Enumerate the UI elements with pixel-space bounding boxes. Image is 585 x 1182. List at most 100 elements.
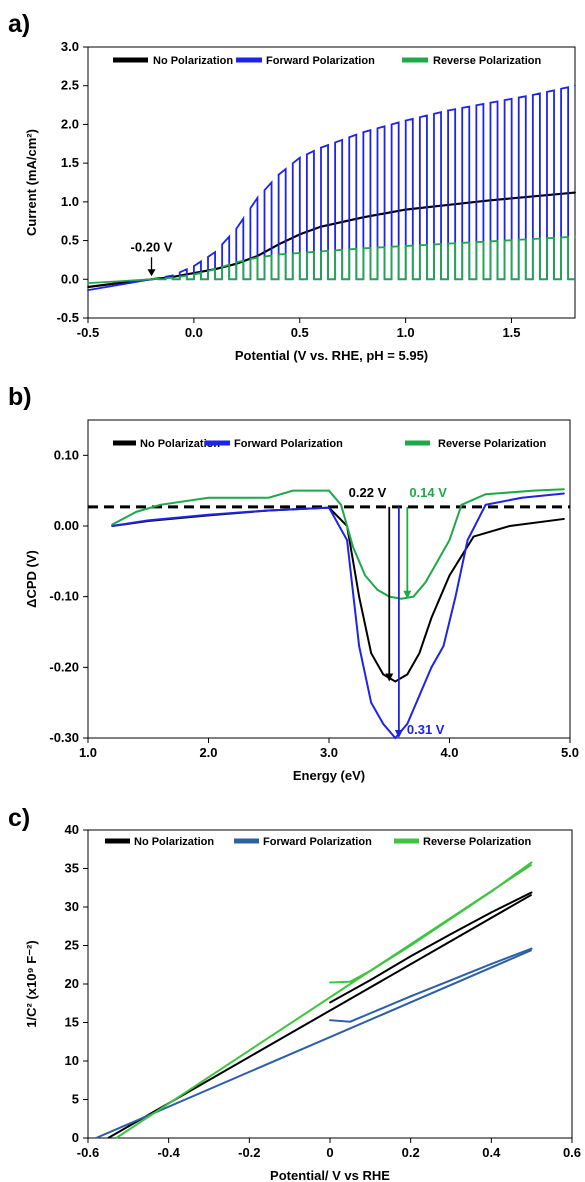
panel-label: c) bbox=[8, 804, 30, 832]
x-tick-label: 4.0 bbox=[440, 745, 458, 760]
series-line bbox=[87, 86, 575, 292]
data-point bbox=[159, 503, 162, 506]
x-axis-label: Potential (V vs. RHE, pH = 5.95) bbox=[235, 348, 428, 363]
data-point bbox=[448, 539, 451, 542]
data-point bbox=[256, 256, 259, 259]
data-point bbox=[207, 513, 210, 516]
x-tick-label: 0.2 bbox=[402, 1145, 420, 1160]
y-tick-label: 0 bbox=[72, 1130, 79, 1145]
data-point bbox=[87, 282, 89, 285]
series-line bbox=[111, 506, 565, 683]
data-point bbox=[362, 247, 365, 250]
y-tick-label: 10 bbox=[65, 1053, 79, 1068]
data-point bbox=[563, 488, 565, 491]
data-point bbox=[87, 289, 89, 292]
x-tick-label: 0.0 bbox=[185, 325, 203, 340]
data-point bbox=[370, 652, 373, 655]
y-tick-label: 15 bbox=[65, 1015, 79, 1030]
y-tick-label: -0.20 bbox=[49, 659, 79, 674]
y-axis-label: Current (mA/cm²) bbox=[24, 129, 39, 236]
data-point bbox=[406, 673, 409, 676]
data-point bbox=[460, 503, 463, 506]
data-point bbox=[358, 595, 361, 598]
y-tick-label: 2.5 bbox=[61, 78, 79, 93]
annotation-label: -0.20 V bbox=[131, 239, 173, 254]
y-tick-label: 1.5 bbox=[61, 155, 79, 170]
data-point bbox=[466, 539, 469, 542]
annotation-arrowhead bbox=[147, 269, 156, 277]
data-point bbox=[489, 101, 492, 104]
data-point bbox=[450, 917, 452, 920]
y-tick-label: 0.10 bbox=[54, 447, 79, 462]
y-tick-label: 20 bbox=[65, 976, 79, 991]
y-tick-label: 1.0 bbox=[61, 194, 79, 209]
data-point bbox=[563, 518, 565, 520]
y-tick-label: 0.0 bbox=[61, 271, 79, 286]
data-point bbox=[192, 265, 195, 268]
data-point bbox=[346, 539, 348, 542]
data-point bbox=[430, 616, 433, 619]
data-point bbox=[382, 722, 385, 725]
plot-frame bbox=[87, 829, 573, 1139]
data-point bbox=[111, 523, 113, 526]
data-point bbox=[394, 737, 397, 739]
data-point bbox=[362, 131, 365, 134]
y-tick-label: 35 bbox=[65, 861, 79, 876]
data-point bbox=[412, 595, 415, 598]
legend-entry: No Polarization bbox=[153, 55, 233, 67]
data-point bbox=[329, 1019, 331, 1022]
data-point bbox=[256, 197, 259, 199]
data-point bbox=[508, 525, 511, 527]
data-point bbox=[329, 1001, 331, 1004]
data-point bbox=[376, 588, 379, 591]
data-point bbox=[424, 581, 427, 584]
data-point bbox=[369, 1012, 372, 1015]
data-point bbox=[370, 701, 373, 704]
data-point bbox=[277, 173, 280, 176]
data-point bbox=[472, 535, 475, 538]
annotation-arrowhead bbox=[385, 673, 394, 682]
data-point bbox=[87, 286, 89, 288]
y-tick-label: 0.5 bbox=[61, 233, 79, 248]
data-point bbox=[111, 525, 113, 527]
x-tick-label: 1.0 bbox=[79, 745, 97, 760]
data-point bbox=[235, 261, 238, 264]
data-point bbox=[267, 509, 270, 512]
annotation-label: 0.31 V bbox=[407, 722, 445, 737]
data-point bbox=[349, 1020, 352, 1023]
data-point bbox=[129, 282, 132, 285]
data-point bbox=[214, 268, 216, 271]
data-point bbox=[298, 156, 301, 159]
x-tick-label: -0.2 bbox=[238, 1145, 260, 1160]
legend-entry: No Polarization bbox=[140, 438, 220, 450]
panel-2: c) -0.6 -0.4 -0.2 0 0.2 0.4 0.6 0 5 10 15 20 25 30 35 40… bbox=[8, 804, 581, 1182]
data-point bbox=[448, 574, 451, 577]
data-point bbox=[484, 503, 487, 506]
data-point bbox=[574, 235, 576, 238]
plot-frame bbox=[87, 419, 571, 739]
data-point bbox=[404, 119, 407, 122]
panel-0: a) -0.5 0.0 0.5 1.0 1.5 -0.5 0.0 0.5 1.0 1.5 2.0 2.5… bbox=[8, 10, 576, 363]
series-line bbox=[87, 236, 575, 285]
data-point bbox=[369, 970, 372, 972]
data-point bbox=[436, 560, 439, 563]
x-tick-label: 1.0 bbox=[397, 325, 415, 340]
data-point bbox=[574, 191, 576, 194]
x-tick-label: 5.0 bbox=[561, 745, 579, 760]
legend-entry: Forward Polarization bbox=[263, 836, 372, 848]
data-point bbox=[442, 645, 445, 648]
y-tick-label: 40 bbox=[65, 822, 79, 837]
data-point bbox=[352, 546, 354, 549]
annotation-label: 0.14 V bbox=[409, 485, 447, 500]
data-point bbox=[129, 279, 132, 282]
data-point bbox=[291, 489, 294, 492]
data-point bbox=[192, 273, 195, 276]
data-point bbox=[340, 503, 342, 506]
y-axis-label: 1/C² (x10⁹ F⁻²) bbox=[24, 940, 39, 1027]
data-point bbox=[328, 506, 330, 509]
series-line bbox=[329, 891, 533, 1004]
annotation-arrowhead bbox=[394, 730, 403, 738]
y-tick-label: 5 bbox=[72, 1092, 79, 1107]
data-point bbox=[489, 240, 492, 243]
